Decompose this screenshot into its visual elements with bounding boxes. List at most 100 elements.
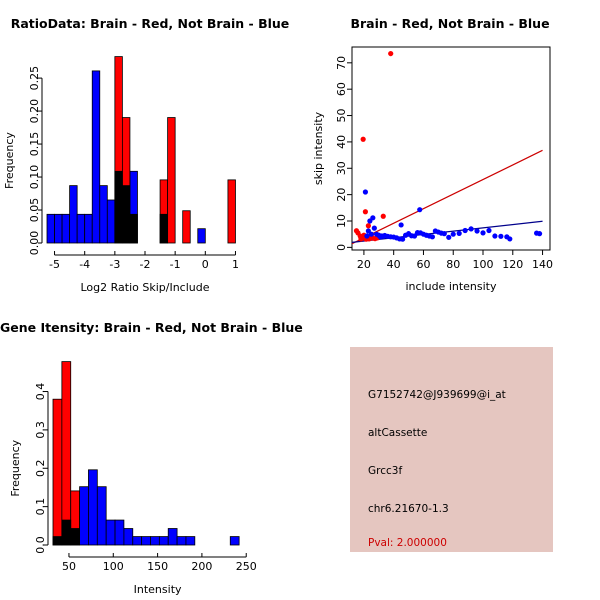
scatter-point — [364, 233, 370, 239]
ratio-histogram-svg: 0.00 0.05 0.10 0.15 0.20 0.25 Frequency -5 -4 -3 -… — [3, 56, 239, 294]
x-axis-tick-label: 150 — [147, 560, 168, 573]
not-brain-points — [362, 189, 543, 242]
scatter-point — [368, 231, 374, 237]
scatter-point — [417, 207, 423, 213]
y-axis-tick-label: 0.00 — [28, 231, 41, 256]
gene-intensity-svg: 0.0 0.1 0.2 0.3 0.4 Frequency 50 100 150 200 250 In… — [9, 361, 257, 596]
brain-fit-line — [352, 149, 543, 245]
histogram-bar — [46, 213, 55, 244]
x-axis-label: include intensity — [405, 280, 497, 293]
plot-frame — [351, 46, 551, 251]
scatter-point — [365, 223, 371, 229]
histogram-bar — [88, 469, 98, 546]
x-axis-tick-label: 100 — [103, 560, 124, 573]
brain-points — [353, 50, 394, 242]
scatter-point — [388, 50, 394, 57]
histogram-bar — [150, 536, 160, 546]
scatter-point — [468, 226, 474, 232]
scatter-point — [536, 231, 543, 237]
gene-symbol: Grcc3f — [368, 465, 403, 477]
scatter-point — [492, 233, 498, 239]
histogram-bar — [105, 519, 116, 546]
histogram-bar — [132, 536, 143, 546]
histogram-bar — [61, 361, 72, 546]
y-axis-tick-label: 0.05 — [28, 198, 41, 223]
x-axis-tick-label: 100 — [473, 258, 494, 271]
histogram-bar — [76, 213, 86, 244]
gene-info-panel: G7152742@J939699@i_at altCassette Grcc3f ch… — [350, 347, 553, 552]
x-axis-tick-label: 0 — [202, 258, 209, 271]
scatter-point — [456, 230, 462, 236]
histogram-bar — [129, 213, 138, 244]
x-axis-tick-label: 1 — [232, 258, 239, 271]
histogram-bar — [54, 213, 63, 244]
x-axis-tick-label: -3 — [109, 258, 120, 271]
y-axis-tick-label: 50 — [335, 109, 348, 123]
scatter-point — [446, 234, 452, 240]
scatter-point — [480, 230, 486, 236]
scatter-point — [507, 236, 513, 242]
histogram-bar — [52, 398, 63, 546]
brain-bars — [114, 56, 236, 244]
histogram-bar — [99, 185, 108, 244]
scatter-point — [362, 189, 368, 195]
x-axis-tick-label: 60 — [416, 258, 430, 271]
y-axis-label: skip intensity — [312, 111, 325, 185]
svg-hist2-plot-area: 0.0 0.1 0.2 0.3 0.4 Frequency 50 100 150 200 250 In… — [9, 361, 257, 596]
x-axis-tick-label: 80 — [446, 258, 460, 271]
event-type: altCassette — [368, 427, 428, 439]
pvalue: Pval: 2.000000 — [368, 537, 447, 549]
y-axis-tick-label: 20 — [335, 188, 348, 202]
histogram-bar — [176, 536, 187, 546]
y-axis-tick-label: 0.15 — [28, 132, 41, 157]
histogram-bar — [114, 519, 125, 546]
y-axis-tick-label: 0.3 — [34, 421, 47, 439]
gene-intensity-panel: Gene Itensity: Brain - Red, Not Brain - … — [0, 300, 303, 600]
y-axis-tick-label: 0.0 — [34, 536, 47, 554]
x-axis-tick-label: 140 — [532, 258, 553, 271]
histogram-bar — [123, 528, 134, 546]
y-axis-tick-label: 10 — [335, 214, 348, 228]
x-axis-tick-label: 50 — [62, 560, 76, 573]
x-axis-tick-label: 200 — [191, 560, 212, 573]
histogram-bar — [69, 185, 78, 244]
histogram-bar — [96, 486, 107, 546]
histogram-bar — [121, 117, 131, 244]
histogram-bar — [141, 536, 151, 546]
y-axis-tick-label: 30 — [335, 161, 348, 175]
scatter-point — [429, 234, 435, 240]
y-axis-tick-label: 40 — [335, 135, 348, 149]
gene-intensity-title: Gene Itensity: Brain - Red, Not Brain - … — [0, 320, 303, 335]
histogram-bar — [229, 536, 240, 546]
histogram-bar — [227, 179, 236, 244]
x-axis-tick-label: 20 — [357, 258, 371, 271]
x-axis-label: Intensity — [134, 583, 182, 596]
intensity-scatter-svg: 0 10 20 30 40 50 60 70 skip intensity 20 40 60 80 100… — [312, 46, 553, 293]
scatter-point — [486, 227, 492, 234]
x-axis-tick-label: -4 — [79, 258, 90, 271]
ratio-histogram-panel: RatioData: Brain - Red, Not Brain - Blue… — [0, 0, 300, 300]
x-axis-tick-label: 250 — [236, 560, 257, 573]
y-axis-tick-label: 0.2 — [34, 460, 47, 478]
histogram-bar — [91, 70, 101, 244]
scatter-point — [380, 213, 386, 219]
svg-scatter-plot-area: 0 10 20 30 40 50 60 70 skip intensity 20 40 60 80 100… — [312, 46, 553, 293]
scatter-point — [362, 209, 368, 215]
scatter-point — [360, 136, 366, 142]
x-axis-tick-label: 120 — [502, 258, 523, 271]
y-axis-tick-label: 0.20 — [28, 99, 41, 124]
histogram-bar — [106, 199, 116, 244]
x-axis-tick-label: -2 — [140, 258, 151, 271]
x-axis-tick-label: 40 — [387, 258, 401, 271]
y-axis-tick-label: 0.10 — [28, 165, 41, 190]
histogram-bar — [70, 490, 80, 546]
scatter-point — [441, 231, 447, 237]
histogram-bar — [167, 528, 178, 546]
y-axis-tick-label: 0.4 — [34, 383, 47, 401]
histogram-bar — [114, 56, 123, 244]
histogram-bar — [197, 228, 206, 244]
scatter-point — [462, 227, 468, 234]
scatter-point — [498, 233, 504, 239]
histogram-bar — [61, 213, 71, 244]
y-axis-tick-label: 70 — [335, 56, 348, 70]
